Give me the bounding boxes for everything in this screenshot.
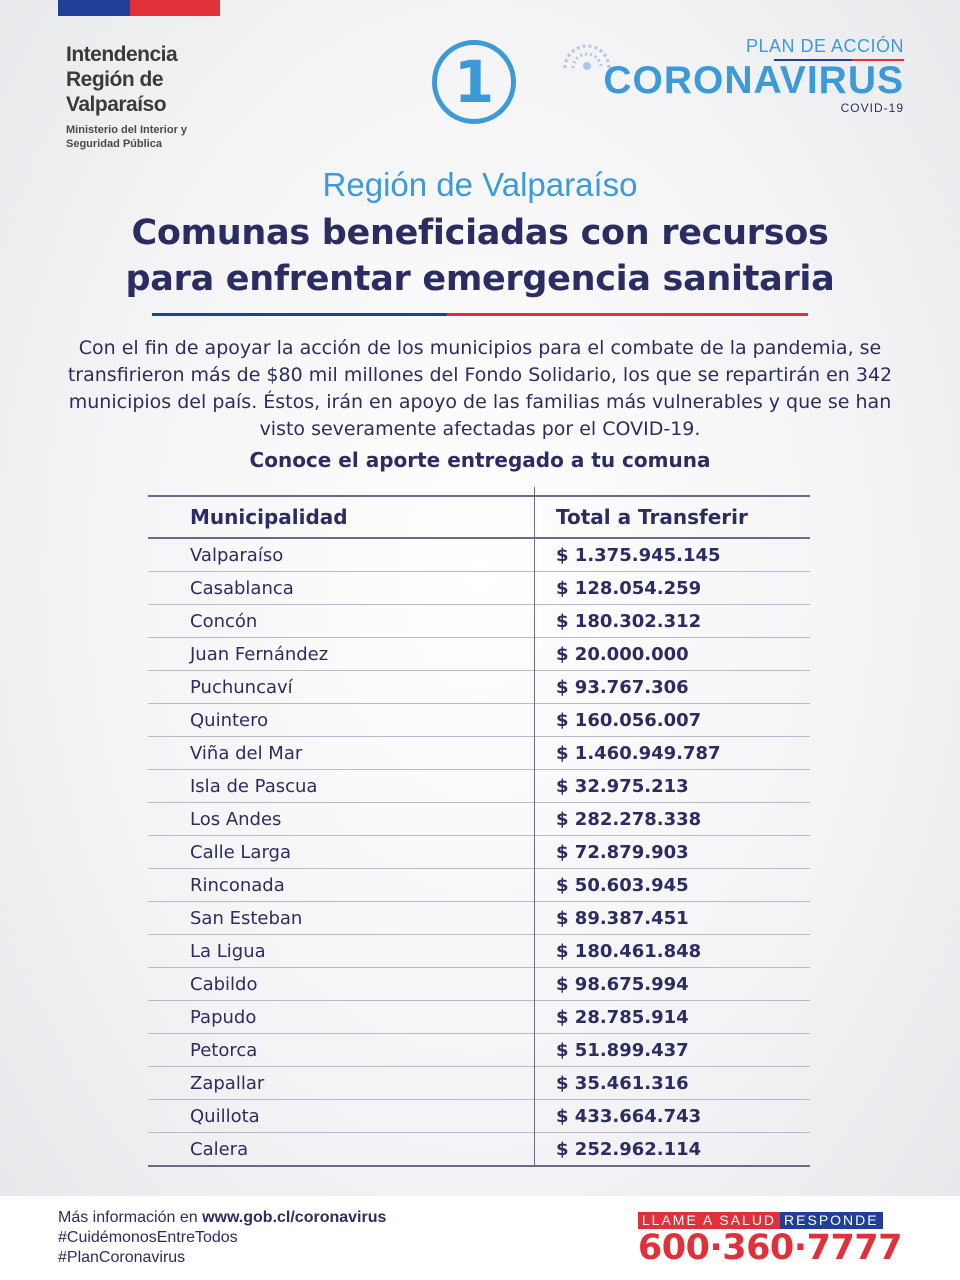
table-row: Viña del Mar $ 1.460.949.787 [148, 737, 810, 770]
municipality-name: Zapallar [190, 1072, 265, 1094]
intendencia-logo: Intendencia Región de Valparaíso Ministe… [66, 42, 187, 151]
transfer-amount: $ 180.461.848 [556, 940, 702, 962]
municipality-name: Quintero [190, 709, 269, 731]
transfer-amount: $ 282.278.338 [556, 808, 702, 830]
transfer-amount: $ 35.461.316 [556, 1072, 689, 1094]
table-row: Zapallar $ 35.461.316 [148, 1067, 810, 1100]
hotline-part-1: LLAME A SALUD [637, 1212, 781, 1229]
header-municipalidad: Municipalidad [190, 505, 348, 529]
more-info-link[interactable]: www.gob.cl/coronavirus [202, 1209, 387, 1226]
transfer-amount: $ 1.375.945.145 [556, 544, 721, 566]
transfer-amount: $ 20.000.000 [556, 643, 689, 665]
municipality-name: Quillota [190, 1105, 260, 1127]
virus-icon [563, 44, 611, 70]
municipality-name: Los Andes [190, 808, 282, 830]
table-header: Municipalidad Total a Transferir [148, 487, 810, 539]
plan-subtitle: COVID-19 [840, 101, 904, 115]
step-number-badge: 1 [432, 40, 516, 124]
table-body: Valparaíso $ 1.375.945.145 Casablanca $ 128… [148, 539, 810, 1167]
title-line-1: Comunas beneficiadas con recursos [131, 213, 829, 253]
transfer-amount: $ 50.603.945 [556, 874, 689, 896]
column-divider [534, 539, 535, 1167]
table-row: Papudo $ 28.785.914 [148, 1001, 810, 1034]
transfer-amount: $ 51.899.437 [556, 1039, 689, 1061]
page-title: Comunas beneficiadas con recursos para e… [0, 210, 960, 302]
table-row: Isla de Pascua $ 32.975.213 [148, 770, 810, 803]
more-info-prefix: Más información en [58, 1209, 203, 1226]
flag-blue-stripe [58, 0, 130, 16]
hotline-banner: LLAME A SALUD RESPONDE [637, 1212, 902, 1229]
plan-underline [774, 59, 904, 61]
municipality-name: Petorca [190, 1039, 258, 1061]
footer: Más información en www.gob.cl/coronaviru… [0, 1196, 960, 1280]
transfer-amount: $ 93.767.306 [556, 676, 689, 698]
table-row: Calle Larga $ 72.879.903 [148, 836, 810, 869]
table-row: Valparaíso $ 1.375.945.145 [148, 539, 810, 572]
municipality-name: Isla de Pascua [190, 775, 318, 797]
municipality-name: Calera [190, 1138, 249, 1160]
hotline-part-2: RESPONDE [780, 1212, 883, 1229]
municipality-name: Juan Fernández [190, 643, 329, 665]
municipality-name: Concón [190, 610, 258, 632]
org-subtitle: Ministerio del Interior y Seguridad Públ… [66, 124, 188, 150]
table-row: Calera $ 252.962.114 [148, 1133, 810, 1167]
transfers-table: Municipalidad Total a Transferir Valpara… [148, 487, 810, 1167]
table-row: Los Andes $ 282.278.338 [148, 803, 810, 836]
transfer-amount: $ 128.054.259 [556, 577, 702, 599]
title-line-2: para enfrentar emergencia sanitaria [125, 259, 835, 299]
hashtag-cuidemonos: #CuidémonosEntreTodos [58, 1229, 238, 1246]
plan-coronavirus-logo: PLAN DE ACCIÓN CORONAVIRUS COVID-19 [563, 36, 904, 115]
table-row: Cabildo $ 98.675.994 [148, 968, 810, 1001]
transfer-amount: $ 160.056.007 [556, 709, 702, 731]
municipality-name: Papudo [190, 1006, 257, 1028]
table-row: La Ligua $ 180.461.848 [148, 935, 810, 968]
table-row: Petorca $ 51.899.437 [148, 1034, 810, 1067]
table-row: Juan Fernández $ 20.000.000 [148, 638, 810, 671]
plan-label: PLAN DE ACCIÓN [745, 36, 904, 56]
table-subtitle: Conoce el aporte entregado a tu comuna [249, 448, 711, 472]
table-row: Quintero $ 160.056.007 [148, 704, 810, 737]
municipality-name: Cabildo [190, 973, 258, 995]
title-divider [152, 313, 808, 316]
transfer-amount: $ 72.879.903 [556, 841, 689, 863]
footer-info: Más información en www.gob.cl/coronaviru… [58, 1208, 386, 1268]
municipality-name: Puchuncaví [190, 676, 293, 698]
municipality-name: Rinconada [190, 874, 285, 896]
table-row: Concón $ 180.302.312 [148, 605, 810, 638]
table-row: Quillota $ 433.664.743 [148, 1100, 810, 1133]
header-column-divider [534, 487, 535, 537]
municipality-name: Viña del Mar [190, 742, 303, 764]
municipality-name: Casablanca [190, 577, 294, 599]
hashtag-plan: #PlanCoronavirus [58, 1249, 186, 1266]
intro-paragraph: Con el fin de apoyar la acción de los mu… [67, 337, 893, 440]
transfer-amount: $ 32.975.213 [556, 775, 689, 797]
transfer-amount: $ 89.387.451 [556, 907, 689, 929]
transfer-amount: $ 252.962.114 [556, 1138, 702, 1160]
municipality-name: San Esteban [190, 907, 303, 929]
more-info-line: Más información en www.gob.cl/coronaviru… [58, 1208, 386, 1228]
table-row: Puchuncaví $ 93.767.306 [148, 671, 810, 704]
table-row: Rinconada $ 50.603.945 [148, 869, 810, 902]
transfer-amount: $ 180.302.312 [556, 610, 702, 632]
header-total: Total a Transferir [556, 505, 748, 529]
transfer-amount: $ 28.785.914 [556, 1006, 689, 1028]
table-row: San Esteban $ 89.387.451 [148, 902, 810, 935]
municipality-name: La Ligua [190, 940, 266, 962]
region-heading: Región de Valparaíso [322, 166, 638, 203]
transfer-amount: $ 98.675.994 [556, 973, 689, 995]
chile-flag-stripe [58, 0, 220, 16]
table-row: Casablanca $ 128.054.259 [148, 572, 810, 605]
hotline-phone: 600·360·7777 [637, 1228, 903, 1268]
org-name: Intendencia Región de Valparaíso [66, 43, 178, 116]
transfer-amount: $ 433.664.743 [556, 1105, 702, 1127]
municipality-name: Valparaíso [190, 544, 284, 566]
step-number: 1 [453, 48, 495, 116]
plan-title: CORONAVIRUS [603, 59, 904, 102]
municipality-name: Calle Larga [190, 841, 291, 863]
salud-responde: LLAME A SALUD RESPONDE 600·360·7777 [637, 1212, 903, 1268]
flag-red-stripe [130, 0, 220, 16]
transfer-amount: $ 1.460.949.787 [556, 742, 721, 764]
